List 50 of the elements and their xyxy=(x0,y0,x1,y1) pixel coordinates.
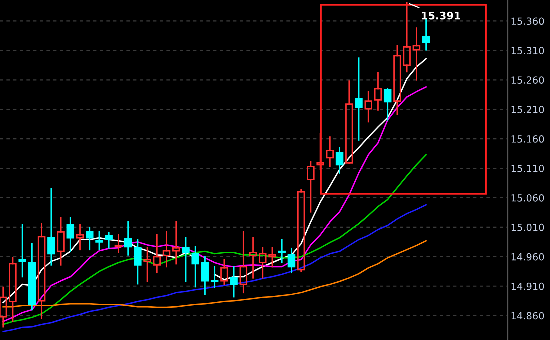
candlestick xyxy=(412,28,421,81)
candlestick xyxy=(18,224,26,278)
candlestick xyxy=(240,231,248,294)
candlestick xyxy=(57,217,65,266)
candlestick xyxy=(153,234,162,274)
candlestick xyxy=(249,237,258,279)
candlestick xyxy=(38,223,46,320)
line-series xyxy=(2,86,427,322)
candlestick xyxy=(144,247,152,282)
y-tick-label: 15.310 xyxy=(512,47,544,55)
candlestick xyxy=(114,234,123,254)
candlestick xyxy=(86,227,94,251)
candlestick xyxy=(66,217,75,252)
candlestick xyxy=(374,72,382,111)
y-tick-label: 15.110 xyxy=(512,165,544,172)
candlestick xyxy=(220,259,228,286)
candlestick xyxy=(297,189,306,272)
y-tick-label: 15.160 xyxy=(512,136,544,143)
candlestick xyxy=(336,147,344,174)
candlestick xyxy=(355,58,363,141)
candlestick xyxy=(105,232,113,249)
candlestick xyxy=(0,286,8,328)
candlestick xyxy=(201,256,210,296)
candlestick xyxy=(124,221,132,256)
y-tick-label: 15.360 xyxy=(512,18,544,26)
line-series xyxy=(2,204,427,332)
candlestick xyxy=(192,246,200,288)
candlestick xyxy=(162,231,171,268)
y-tick-label: 15.210 xyxy=(512,106,544,114)
candlestick xyxy=(210,266,219,288)
candlestick xyxy=(28,243,36,311)
candlestick xyxy=(288,248,296,274)
annotation: 15.391 xyxy=(422,12,460,20)
line-series xyxy=(2,154,427,326)
y-tick-label: 15.260 xyxy=(512,76,544,84)
candlestick xyxy=(278,239,286,264)
y-tick-label: 15.010 xyxy=(512,224,544,232)
candlestick xyxy=(422,19,430,51)
y-tick-label: 14.910 xyxy=(512,282,544,290)
y-tick-label: 14.960 xyxy=(512,253,544,261)
candlestick xyxy=(172,221,180,265)
candlestick xyxy=(182,237,190,282)
candlestick xyxy=(48,188,56,266)
candlestick xyxy=(134,239,142,285)
candlestick xyxy=(364,91,372,123)
candlestick xyxy=(76,224,84,251)
candlestick xyxy=(326,136,334,168)
y-tick-label: 14.860 xyxy=(512,312,544,320)
candlestick xyxy=(230,266,238,298)
y-tick-label: 15.060 xyxy=(512,194,544,202)
